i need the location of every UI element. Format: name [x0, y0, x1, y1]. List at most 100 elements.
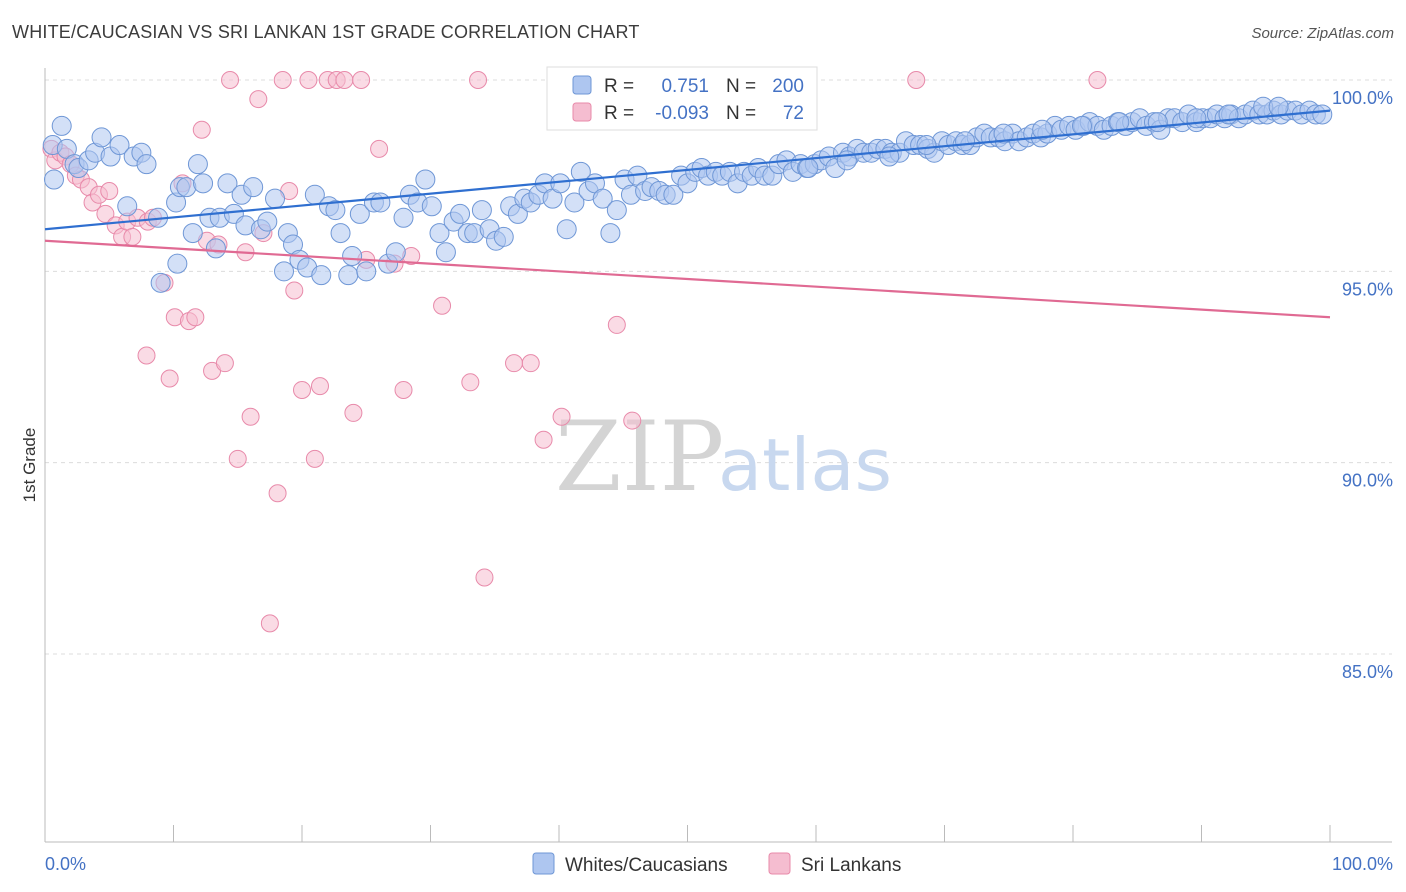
- x-tick-label-min: 0.0%: [45, 854, 86, 874]
- point-sri-lankans-10: [96, 204, 115, 223]
- legend-r-value-2: -0.093: [655, 103, 709, 124]
- y-tick-label-85: 85.0%: [1342, 662, 1393, 682]
- point-whites-22: [187, 154, 208, 175]
- legend-n-label-1: N =: [726, 76, 756, 97]
- point-whites-23: [193, 173, 214, 194]
- y-tick-label-95: 95.0%: [1342, 279, 1393, 299]
- legend-swatch-pink: [572, 102, 592, 122]
- point-sri-lankans-65: [623, 411, 642, 430]
- point-whites-78: [570, 161, 591, 182]
- point-sri-lankans-54: [394, 380, 413, 399]
- point-whites-25: [205, 238, 226, 259]
- point-sri-lankans-66: [907, 71, 926, 89]
- y-axis-label: 1st Grade: [20, 428, 39, 503]
- point-whites-20: [176, 177, 197, 198]
- bottom-legend-swatch-blue: [532, 852, 555, 875]
- point-sri-lankans-25: [186, 308, 205, 327]
- point-whites-57: [421, 196, 442, 217]
- point-whites-77: [564, 192, 585, 213]
- point-sri-lankans-49: [344, 403, 363, 422]
- trendline-sri-lankans: [44, 239, 1331, 319]
- point-sri-lankans-37: [260, 614, 279, 633]
- stats-legend: R = 0.751 N = 200 R = -0.093 N = 72: [546, 66, 818, 131]
- point-whites-16: [150, 272, 171, 293]
- point-whites-8: [91, 127, 112, 148]
- point-sri-lankans-63: [552, 407, 571, 426]
- point-sri-lankans-60: [505, 354, 524, 373]
- point-whites-183: [1312, 104, 1333, 125]
- stats-legend-box: [546, 66, 818, 131]
- point-sri-lankans-11: [100, 181, 119, 200]
- legend-r-value-1: 0.751: [661, 76, 709, 97]
- point-sri-lankans-52: [370, 139, 389, 158]
- point-sri-lankans-31: [221, 71, 240, 89]
- point-whites-190: [1071, 115, 1092, 136]
- point-whites-2: [51, 115, 72, 136]
- point-whites-1: [43, 169, 64, 190]
- point-sri-lankans-34: [241, 407, 260, 426]
- point-whites-44: [330, 223, 351, 244]
- point-sri-lankans-38: [268, 484, 287, 503]
- point-whites-43: [325, 200, 346, 221]
- bottom-legend-label-whites: Whites/Caucasians: [565, 855, 728, 876]
- point-sri-lankans-30: [215, 354, 234, 373]
- point-sri-lankans-42: [293, 380, 311, 399]
- legend-n-value-2: 72: [783, 103, 804, 124]
- chart-source: Source: ZipAtlas.com: [1251, 25, 1394, 42]
- point-sri-lankans-57: [461, 373, 480, 392]
- axes: [44, 68, 1392, 843]
- legend-n-label-2: N =: [726, 103, 756, 124]
- point-sri-lankans-48: [335, 71, 354, 89]
- point-whites-10: [109, 135, 130, 156]
- watermark-atlas: atlas: [718, 423, 892, 507]
- point-whites-191: [1032, 119, 1053, 140]
- point-whites-81: [592, 188, 613, 209]
- point-whites-82: [600, 223, 621, 244]
- point-sri-lankans-45: [310, 377, 329, 396]
- point-sri-lankans-50: [352, 71, 371, 89]
- legend-n-value-1: 200: [772, 76, 804, 97]
- point-sri-lankans-59: [475, 568, 494, 587]
- point-whites-187: [1186, 108, 1207, 129]
- point-whites-47: [349, 203, 370, 224]
- point-whites-67: [493, 226, 514, 247]
- point-sri-lankans-56: [433, 296, 452, 315]
- y-tick-label-100: 100.0%: [1332, 88, 1393, 108]
- trendline-whites: [44, 109, 1331, 231]
- series-whites-caucasians: [42, 96, 1333, 293]
- point-whites-33: [257, 211, 278, 232]
- point-sri-lankans-15: [123, 227, 142, 246]
- point-whites-14: [136, 154, 157, 175]
- point-whites-50: [370, 192, 391, 213]
- point-whites-11: [117, 196, 138, 217]
- point-sri-lankans-67: [1088, 71, 1107, 89]
- point-sri-lankans-21: [160, 369, 179, 388]
- point-sri-lankans-35: [249, 90, 268, 109]
- bottom-legend-label-sri-lankans: Sri Lankans: [801, 855, 901, 876]
- point-whites-194: [916, 135, 937, 156]
- legend-swatch-blue: [572, 75, 592, 95]
- point-whites-61: [450, 203, 471, 224]
- point-whites-197: [798, 158, 819, 179]
- point-whites-27: [217, 173, 238, 194]
- point-whites-41: [311, 265, 332, 286]
- point-whites-91: [663, 184, 684, 205]
- point-sri-lankans-58: [469, 71, 488, 89]
- point-whites-35: [274, 261, 295, 282]
- point-sri-lankans-61: [521, 354, 540, 373]
- chart-title: WHITE/CAUCASIAN VS SRI LANKAN 1ST GRADE …: [12, 22, 640, 42]
- point-sri-lankans-19: [137, 346, 156, 365]
- series-legend: Whites/Caucasians Sri Lankans: [532, 852, 901, 876]
- point-whites-45: [338, 265, 359, 286]
- legend-r-label-2: R =: [604, 103, 634, 124]
- point-whites-185: [1268, 96, 1289, 117]
- tick-labels: 85.0% 90.0% 95.0% 100.0% 0.0% 100.0%: [45, 88, 1393, 874]
- point-whites-59: [435, 242, 456, 263]
- point-whites-46: [342, 246, 363, 267]
- point-whites-52: [385, 242, 406, 263]
- point-whites-31: [243, 177, 264, 198]
- y-tick-label-90: 90.0%: [1342, 471, 1393, 491]
- point-whites-58: [429, 223, 450, 244]
- grid-lines: [45, 79, 1392, 655]
